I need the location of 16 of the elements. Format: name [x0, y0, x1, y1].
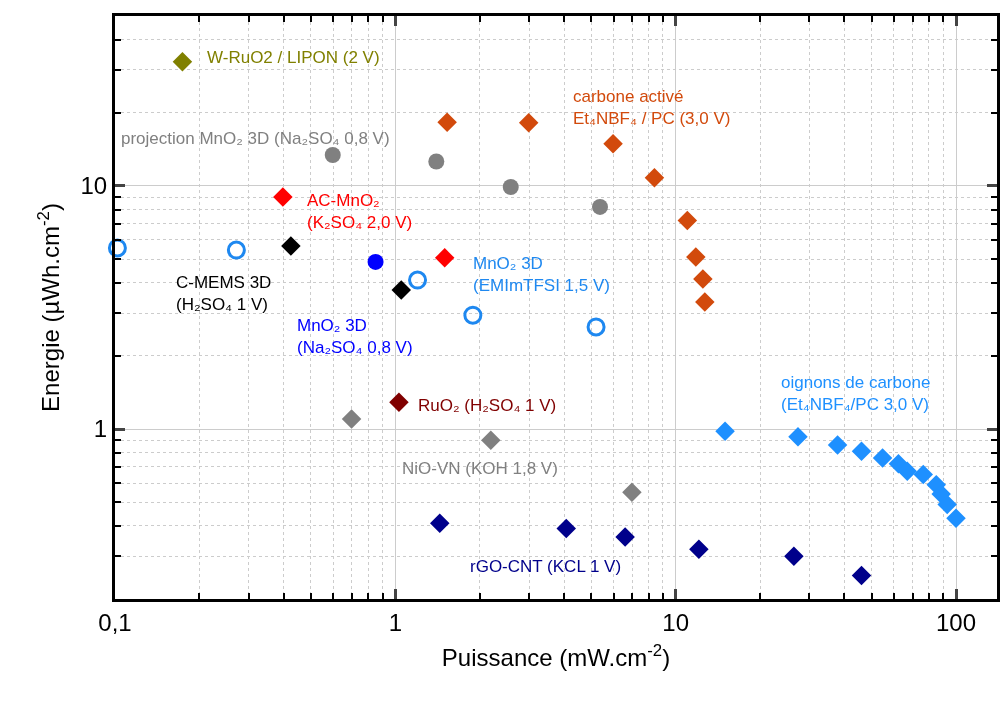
series-label: MnO₂ 3D (EMImTFSI 1,5 V) — [473, 254, 610, 296]
text: projection MnO₂ 3D (Na₂SO₄ 0,8 V) — [121, 129, 390, 148]
series-label: RuO₂ (H₂SO₄ 1 V) — [418, 396, 557, 415]
series-label: AC-MnO₂ (K₂SO₄ 2,0 V) — [307, 191, 413, 233]
x-tick-label: 10 — [662, 608, 690, 636]
series-label: rGO-CNT (KCL 1 V) — [470, 557, 622, 576]
x-tick-label: 1 — [388, 608, 403, 636]
x-tick-label: 0,1 — [98, 608, 132, 636]
x-axis-title: Puissance (mW.cm$^{-2}$) — [441, 641, 671, 672]
series-label: W-RuO2 / LIPON (2 V) — [207, 48, 380, 67]
text: carbone activé Et₄NBF₄ / PC (3,0 V) — [573, 87, 731, 129]
text: MnO₂ 3D (Na₂SO₄ 0,8 V) — [297, 316, 413, 358]
x-tick-label: 100 — [936, 608, 977, 636]
series-label: NiO-VN (KOH 1,8 V) — [402, 459, 558, 478]
series-label: C-MEMS 3D (H₂SO₄ 1 V) — [176, 273, 272, 315]
series-label: oignons de carbone (Et₄NBF₄/PC 3,0 V) — [781, 373, 931, 415]
